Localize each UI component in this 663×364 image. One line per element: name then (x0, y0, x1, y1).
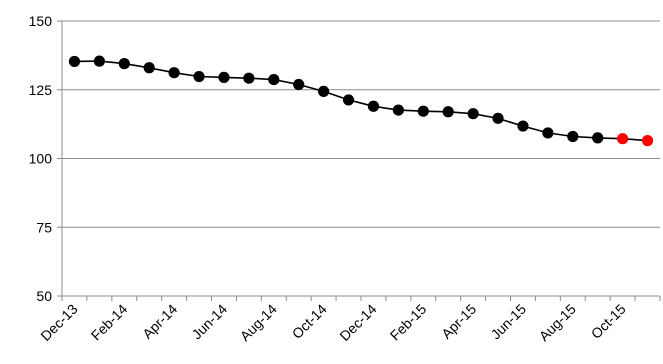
data-point (392, 104, 404, 116)
x-tick-label: Feb-15 (387, 301, 430, 344)
x-tick-labels: Dec-13 Feb-14 Apr-14 Jun-14 Aug-14 Oct-14 Dec-… (37, 301, 629, 344)
series-line-path (74, 60, 648, 142)
x-tick-label: Oct-15 (588, 301, 629, 342)
data-point (168, 67, 180, 79)
y-tick-label: 50 (36, 288, 52, 304)
x-tick-label: Feb-14 (88, 301, 131, 344)
data-point (318, 85, 330, 97)
gridlines (62, 20, 660, 228)
x-tick-label: Aug-15 (536, 301, 579, 344)
data-point (93, 55, 105, 67)
y-tick-label: 100 (29, 151, 53, 167)
data-point (293, 78, 305, 91)
x-tick-label: Dec-13 (37, 301, 80, 344)
y-tick-label: 150 (29, 13, 53, 29)
series-line (74, 60, 648, 142)
data-point (442, 106, 454, 118)
y-tick-label: 75 (36, 219, 52, 235)
y-tick-label: 125 (29, 82, 53, 98)
data-point (367, 100, 380, 112)
x-tick-label: Oct-14 (289, 301, 330, 342)
x-tick-label: Apr-14 (139, 301, 180, 342)
data-point (517, 120, 529, 132)
data-point (118, 58, 130, 70)
data-point (143, 62, 155, 74)
data-point (268, 73, 280, 86)
data-point (467, 108, 479, 120)
data-point (218, 71, 230, 83)
data-points (68, 55, 654, 147)
data-point (542, 127, 554, 139)
data-point (492, 112, 504, 124)
data-point (193, 70, 205, 83)
x-tick-label: Jun-14 (188, 301, 230, 343)
data-point (641, 135, 654, 147)
data-point (68, 55, 81, 68)
data-point (592, 132, 604, 144)
data-point (417, 105, 429, 117)
axes (57, 20, 661, 301)
x-tick-label: Aug-14 (237, 301, 280, 344)
x-tick-label: Dec-14 (336, 301, 379, 344)
data-point (243, 72, 255, 84)
data-point (617, 133, 629, 145)
data-point (342, 94, 355, 106)
data-point (567, 130, 579, 143)
x-tick-label: Apr-15 (438, 301, 479, 342)
x-tick-label: Jun-15 (487, 301, 529, 343)
y-tick-labels: 50 75 100 125 150 (29, 13, 53, 304)
